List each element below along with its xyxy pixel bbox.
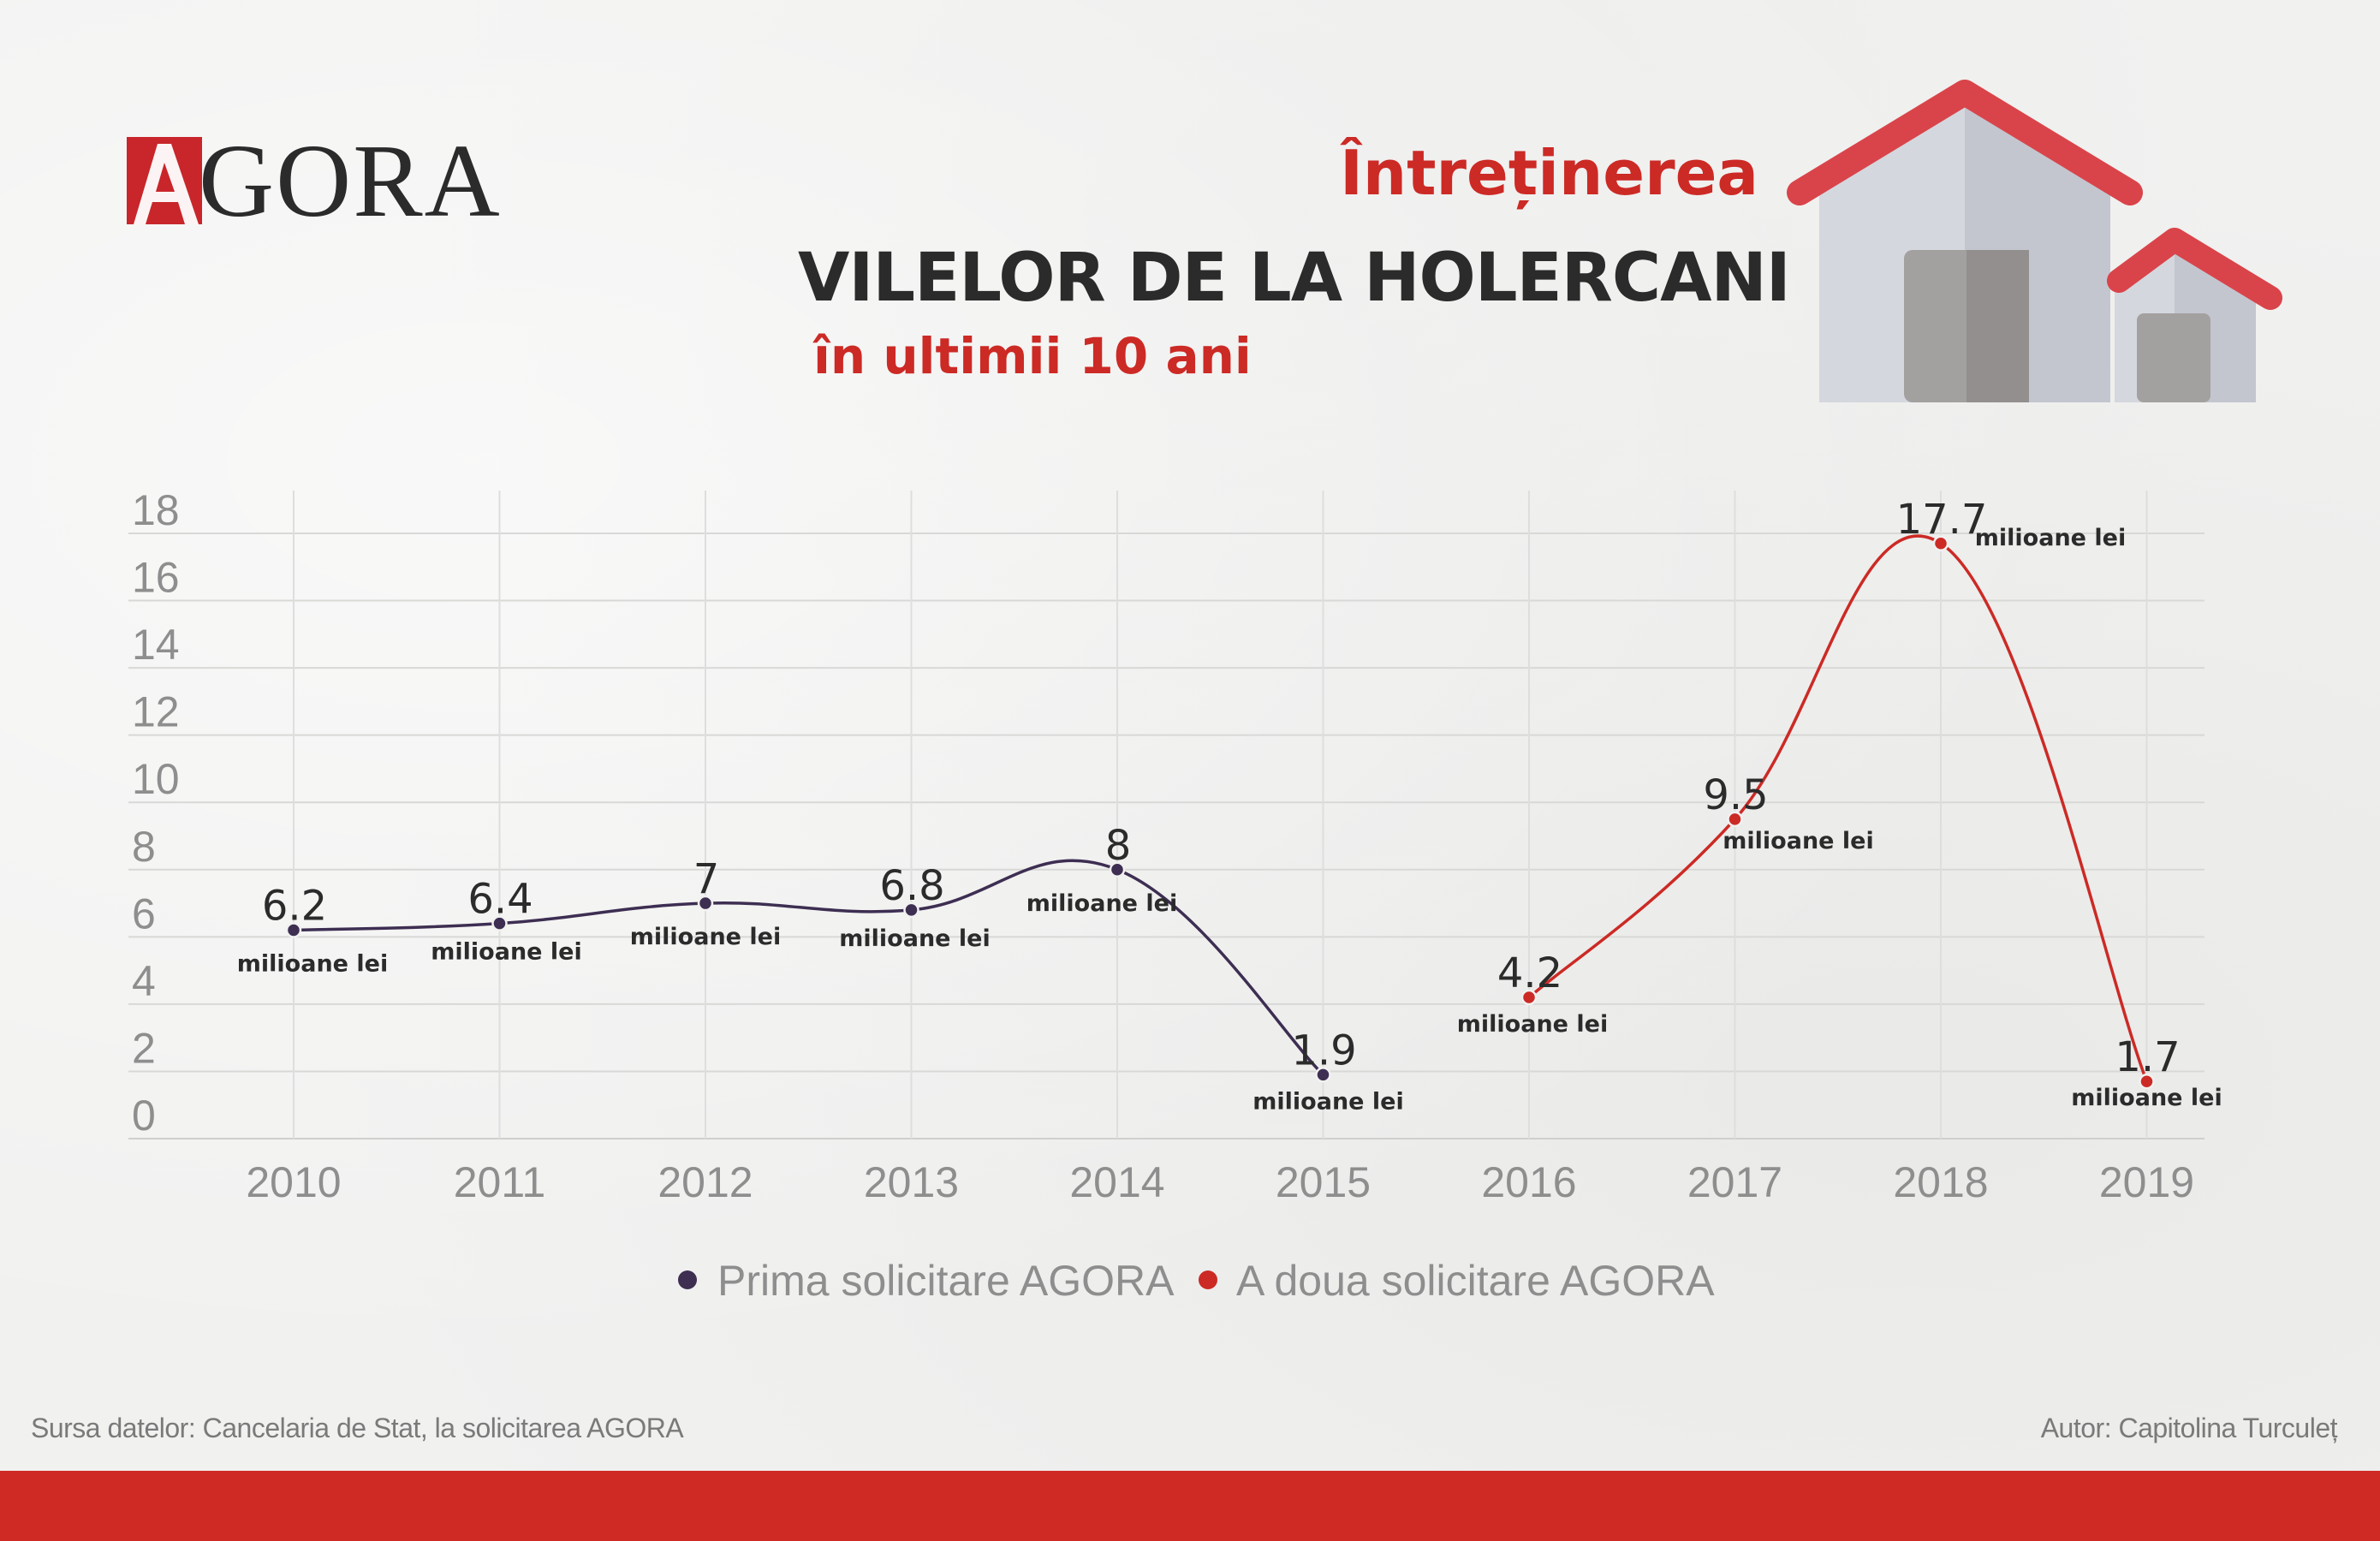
data-point-2012 [697,895,714,912]
chart-grid [128,491,2204,1139]
unit-label-2018: milioane lei [1975,525,2126,551]
y-tick-label: 18 [132,486,180,534]
data-point-2015 [1315,1067,1331,1083]
house-icon [1787,80,2282,402]
data-point-2011 [491,915,508,931]
logo-a-icon [134,144,199,224]
x-tick-label: 2016 [1481,1158,1576,1206]
unit-label-2014: milioane lei [1026,890,1177,917]
logo-text: GORA [199,123,502,239]
y-tick-label: 16 [132,554,180,602]
line-chart: 0 2 4 6 8 10 12 14 16 18 2010 2011 2012 2013 2014 2015… [128,486,2222,1305]
x-axis-ticks: 2010 2011 2012 2013 2014 2015 2016 2017 2018 2019 [246,1158,2194,1206]
value-label-2018: 17.7 [1896,496,1988,544]
series-lines [293,534,2149,1082]
value-label-2016: 4.2 [1497,949,1562,997]
y-tick-label: 4 [132,957,156,1005]
legend-label-1: Prima solicitare AGORA [717,1257,1175,1305]
data-point-2019 [2139,1073,2155,1090]
data-labels: 6.2 milioane lei 6.4 milioane lei 7 milioane … [237,496,2222,1116]
x-tick-label: 2014 [1069,1158,1164,1206]
y-tick-label: 10 [132,755,180,803]
title-line-2: VILELOR DE LA HOLERCANI [798,240,1791,317]
y-tick-label: 12 [132,688,180,736]
value-label-2013: 6.8 [879,862,944,910]
y-tick-label: 14 [132,621,180,669]
unit-label-2013: milioane lei [839,925,990,952]
series-line-1 [293,859,1324,1076]
title-line-3: în ultimii 10 ani [813,327,1252,385]
y-tick-label: 8 [132,823,156,871]
agora-logo: GORA [127,123,502,239]
legend-marker-2 [1199,1270,1217,1289]
value-label-2017: 9.5 [1703,771,1768,819]
x-tick-label: 2015 [1276,1158,1371,1206]
value-label-2011: 6.4 [467,876,533,924]
unit-label-2012: milioane lei [630,924,781,950]
unit-label-2017: milioane lei [1723,828,1873,854]
data-point-2014 [1109,861,1126,878]
unit-label-2016: milioane lei [1457,1011,1608,1038]
series-points [285,535,2155,1090]
data-point-2016 [1520,989,1538,1006]
y-tick-label: 0 [132,1092,156,1139]
unit-label-2015: milioane lei [1252,1088,1403,1115]
author-note: Autor: Capitolina Turculeț [2040,1413,2338,1443]
bottom-bar [0,1471,2380,1541]
unit-label-2011: milioane lei [431,939,581,966]
x-tick-label: 2012 [657,1158,753,1206]
x-tick-label: 2010 [246,1158,341,1206]
unit-label-2010: milioane lei [237,950,388,977]
value-label-2015: 1.9 [1291,1026,1356,1074]
legend-label-2: A doua solicitare AGORA [1236,1257,1715,1305]
logo-a-mark [127,137,202,224]
value-label-2019: 1.7 [2115,1033,2180,1081]
data-point-2013 [903,901,919,919]
data-point-2017 [1727,811,1743,828]
legend-marker-1 [678,1270,697,1289]
x-tick-label: 2017 [1687,1158,1782,1206]
source-note: Sursa datelor: Cancelaria de Stat, la so… [31,1413,684,1443]
y-axis-ticks: 0 2 4 6 8 10 12 14 16 18 [132,486,180,1139]
x-tick-label: 2011 [454,1158,546,1206]
value-label-2012: 7 [693,855,720,903]
x-tick-label: 2018 [1893,1158,1988,1206]
series-line-2 [1527,534,2149,1082]
legend: Prima solicitare AGORA A doua solicitare … [678,1257,1715,1305]
value-label-2010: 6.2 [262,882,327,930]
y-tick-label: 6 [132,889,156,937]
y-tick-label: 2 [132,1024,156,1072]
data-point-2018 [1932,535,1949,552]
value-label-2014: 8 [1105,822,1132,870]
unit-label-2019: milioane lei [2071,1085,2222,1111]
title-line-1: Întreținerea [1340,137,1758,209]
x-tick-label: 2019 [2099,1158,2194,1206]
x-tick-label: 2013 [864,1158,959,1206]
data-point-2010 [285,922,302,938]
